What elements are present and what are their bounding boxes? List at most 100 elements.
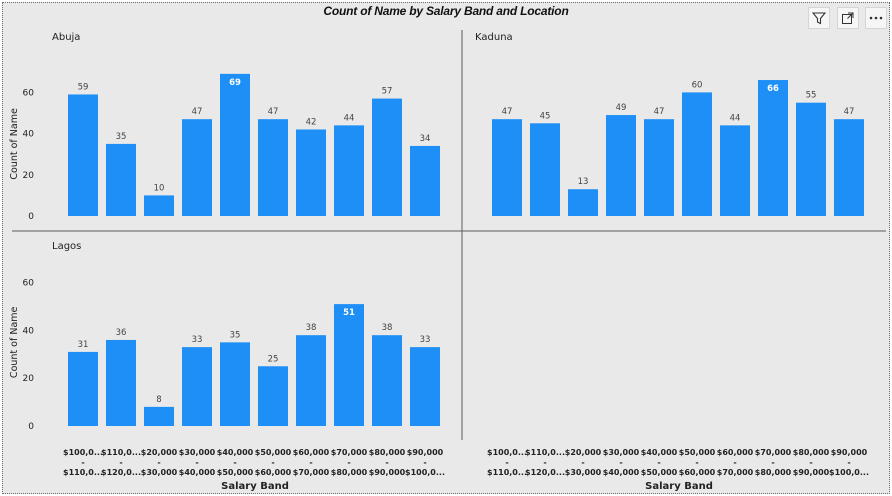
x-tick-label-0-1-2: $120,0... — [101, 468, 141, 477]
x-axis-title-0: Salary Band — [221, 481, 289, 492]
x-tick-label-0-0-2: $110,0... — [63, 468, 103, 477]
x-tick-label-1-5-2: $60,000 — [679, 468, 716, 477]
x-tick-label-0-2-0: $20,000 — [141, 448, 178, 457]
x-tick-label-1-0-2: $110,0... — [487, 468, 527, 477]
x-tick-label-1-8-2: $90,000 — [793, 468, 830, 477]
bar-lagos-6 — [296, 335, 326, 426]
data-label-abuja-6: 42 — [306, 117, 317, 127]
y-axis-title-lagos: Count of Name — [9, 306, 20, 378]
x-tick-label-1-6-0: $60,000 — [717, 448, 754, 457]
x-tick-label-1-2-2: $30,000 — [565, 468, 602, 477]
x-tick-label-0-6-0: $60,000 — [293, 448, 330, 457]
x-tick-label-1-6-1: - — [733, 458, 736, 467]
data-label-abuja-0: 59 — [78, 82, 89, 92]
bar-lagos-7 — [334, 304, 364, 426]
bar-abuja-9 — [410, 145, 440, 216]
x-tick-label-0-5-1: - — [271, 458, 274, 467]
x-tick-label-0-9-2: $100,0... — [405, 468, 445, 477]
x-tick-label-0-8-1: - — [385, 458, 388, 467]
x-tick-label-0-2-1: - — [157, 458, 160, 467]
x-tick-label-0-5-0: $50,000 — [255, 448, 292, 457]
x-tick-label-1-9-2: $100,0... — [829, 468, 869, 477]
bar-lagos-3 — [182, 347, 212, 426]
x-tick-label-1-1-0: $110,0... — [525, 448, 565, 457]
bar-abuja-5 — [258, 119, 288, 216]
x-tick-label-0-7-0: $70,000 — [331, 448, 368, 457]
y-tick-label-abuja-40: 40 — [23, 130, 35, 140]
focus-mode-icon — [842, 12, 854, 24]
data-label-abuja-1: 35 — [116, 132, 127, 142]
data-label-lagos-0: 31 — [78, 340, 89, 350]
data-label-abuja-5: 47 — [268, 107, 279, 117]
x-tick-label-1-3-2: $40,000 — [603, 468, 640, 477]
x-tick-label-1-8-1: - — [809, 458, 812, 467]
y-tick-label-abuja-0: 0 — [28, 212, 34, 222]
bar-kaduna-3 — [606, 115, 636, 216]
x-tick-label-0-3-2: $40,000 — [179, 468, 216, 477]
y-tick-label-lagos-20: 20 — [23, 374, 35, 384]
bar-abuja-8 — [372, 98, 402, 216]
data-label-kaduna-9: 47 — [844, 107, 855, 117]
y-tick-label-lagos-0: 0 — [28, 422, 34, 432]
bar-kaduna-2 — [568, 189, 598, 216]
bar-abuja-1 — [106, 143, 136, 216]
data-label-kaduna-5: 60 — [692, 80, 703, 90]
bar-kaduna-9 — [834, 119, 864, 216]
data-label-abuja-3: 47 — [192, 107, 203, 117]
x-tick-label-1-4-2: $50,000 — [641, 468, 678, 477]
y-axis-title-abuja: Count of Name — [9, 108, 20, 180]
bar-lagos-4 — [220, 342, 250, 426]
data-label-lagos-2: 8 — [156, 395, 161, 405]
x-tick-label-0-8-0: $80,000 — [369, 448, 406, 457]
x-tick-label-0-3-0: $30,000 — [179, 448, 216, 457]
data-label-abuja-4: 69 — [229, 78, 241, 88]
x-tick-label-0-7-1: - — [347, 458, 350, 467]
x-tick-label-1-0-1: - — [505, 458, 508, 467]
x-tick-label-0-3-1: - — [195, 458, 198, 467]
bar-kaduna-6 — [720, 125, 750, 216]
data-label-lagos-9: 33 — [420, 335, 431, 345]
x-tick-label-0-4-0: $40,000 — [217, 448, 254, 457]
data-label-lagos-4: 35 — [230, 330, 241, 340]
x-tick-label-0-5-2: $60,000 — [255, 468, 292, 477]
y-tick-label-abuja-20: 20 — [23, 171, 35, 181]
y-tick-label-lagos-40: 40 — [23, 326, 35, 336]
bar-abuja-6 — [296, 129, 326, 216]
x-tick-label-0-7-2: $80,000 — [331, 468, 368, 477]
bar-abuja-3 — [182, 119, 212, 216]
bar-kaduna-5 — [682, 92, 712, 216]
bar-kaduna-7 — [758, 80, 788, 216]
more-options-button[interactable] — [865, 7, 887, 29]
x-tick-label-1-5-1: - — [695, 458, 698, 467]
data-label-kaduna-1: 45 — [540, 111, 551, 121]
panel-title-lagos: Lagos — [52, 241, 81, 252]
filter-button[interactable] — [808, 7, 830, 29]
x-tick-label-1-3-0: $30,000 — [603, 448, 640, 457]
x-tick-label-1-7-1: - — [771, 458, 774, 467]
x-tick-label-1-9-0: $90,000 — [831, 448, 868, 457]
data-label-kaduna-7: 66 — [767, 84, 779, 94]
x-tick-label-1-4-1: - — [657, 458, 660, 467]
bar-kaduna-1 — [530, 123, 560, 216]
panel-title-abuja: Abuja — [52, 32, 80, 43]
more-options-icon — [869, 16, 883, 20]
bar-lagos-1 — [106, 339, 136, 426]
data-label-kaduna-2: 13 — [578, 177, 589, 187]
x-tick-label-1-7-0: $70,000 — [755, 448, 792, 457]
data-label-abuja-8: 57 — [382, 87, 393, 97]
x-tick-label-0-6-1: - — [309, 458, 312, 467]
x-tick-label-0-9-0: $90,000 — [407, 448, 444, 457]
x-tick-label-0-4-2: $50,000 — [217, 468, 254, 477]
bar-lagos-0 — [68, 351, 98, 426]
bar-lagos-9 — [410, 347, 440, 426]
x-tick-label-0-0-1: - — [81, 458, 84, 467]
x-tick-label-1-4-0: $40,000 — [641, 448, 678, 457]
x-tick-label-1-5-0: $50,000 — [679, 448, 716, 457]
x-tick-label-1-2-0: $20,000 — [565, 448, 602, 457]
data-label-lagos-3: 33 — [192, 335, 203, 345]
focus-mode-button[interactable] — [837, 7, 859, 29]
x-tick-label-0-2-2: $30,000 — [141, 468, 178, 477]
filter-icon — [812, 12, 826, 25]
bar-lagos-2 — [144, 406, 174, 426]
